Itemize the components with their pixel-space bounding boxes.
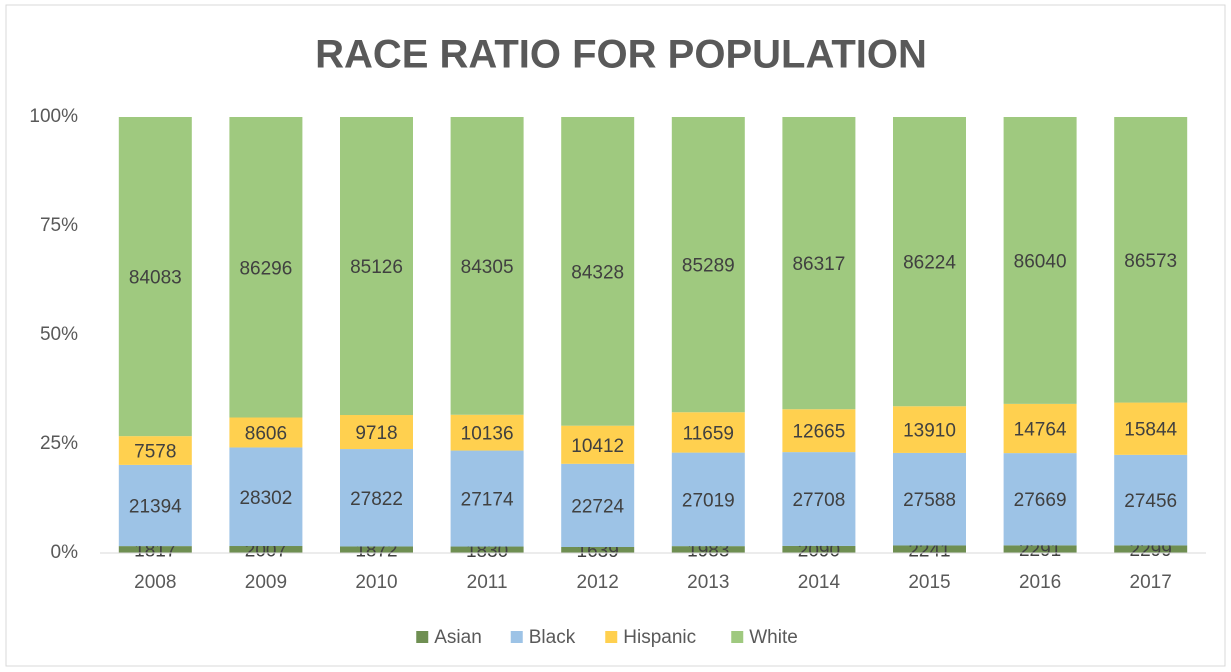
x-tick-label: 2010: [355, 572, 397, 593]
bar-segment: [782, 452, 856, 546]
legend-swatch: [510, 631, 523, 643]
data-label: 15844: [1124, 420, 1177, 441]
bar-segment: [893, 406, 966, 453]
y-tick-label: 75%: [40, 215, 78, 236]
bar-segment: [1114, 545, 1188, 553]
bar-segment: [1003, 545, 1077, 553]
x-tick-label: 2017: [1130, 572, 1172, 593]
bar-segment: [118, 117, 192, 437]
data-label: 10412: [571, 436, 624, 457]
data-label: 9718: [355, 423, 397, 444]
data-label: 28302: [239, 488, 292, 509]
bar-segment: [893, 452, 966, 546]
data-label: 27669: [1014, 490, 1067, 511]
data-label: 10136: [461, 424, 514, 445]
data-label: 27456: [1124, 491, 1177, 512]
data-label: 21394: [129, 497, 182, 518]
data-label: 27708: [792, 490, 845, 511]
y-tick-label: 0%: [51, 542, 79, 563]
data-label: 14764: [1014, 420, 1067, 441]
bar-segment: [782, 409, 856, 453]
data-label: 8606: [245, 423, 287, 444]
data-label: 27822: [350, 489, 403, 510]
legend-label: Asian: [434, 627, 482, 648]
bar-segment: [340, 546, 413, 553]
x-tick-label: 2009: [245, 572, 287, 593]
chart-title: RACE RATIO FOR POPULATION: [315, 33, 927, 77]
bar-segment: [561, 117, 635, 426]
data-label: 2241: [908, 540, 950, 561]
x-tick-label: 2008: [134, 572, 176, 593]
data-label: 13910: [903, 421, 956, 442]
bar-segment: [229, 417, 303, 448]
y-tick-label: 50%: [40, 324, 78, 345]
bar-segment: [1003, 117, 1077, 404]
data-label: 86573: [1124, 251, 1177, 272]
data-label: 86224: [903, 253, 956, 274]
data-label: 7578: [134, 442, 176, 463]
x-tick-label: 2012: [577, 572, 619, 593]
bar-segment: [671, 546, 745, 553]
data-label: 2299: [1130, 540, 1172, 561]
bar-segment: [782, 117, 856, 410]
bar-segment: [893, 545, 966, 553]
x-tick-label: 2016: [1019, 572, 1061, 593]
y-tick-label: 25%: [40, 433, 78, 454]
data-label: 27588: [903, 490, 956, 511]
data-label: 84083: [129, 268, 182, 289]
data-label: 86040: [1014, 251, 1067, 272]
legend-label: Black: [529, 627, 576, 648]
legend-swatch: [731, 631, 744, 643]
data-label: 85289: [682, 256, 735, 277]
bar-segment: [561, 463, 635, 548]
data-label: 86296: [239, 258, 292, 279]
data-label: 12665: [792, 422, 845, 443]
x-tick-label: 2014: [798, 572, 841, 593]
data-label: 27019: [682, 490, 735, 511]
data-label: 11659: [683, 423, 734, 444]
bar-segment: [229, 546, 303, 553]
bar-segment: [229, 447, 303, 547]
bar-segment: [450, 117, 524, 415]
bar-segment: [340, 117, 413, 416]
x-tick-label: 2013: [687, 572, 729, 593]
bar-segment: [340, 415, 413, 450]
data-label: 2291: [1019, 540, 1061, 561]
legend-label: Hispanic: [623, 627, 696, 648]
data-label: 86317: [792, 254, 845, 275]
bar-segment: [1114, 402, 1188, 455]
bar-segment: [1114, 454, 1188, 546]
bar-segment: [118, 436, 192, 465]
data-label: 22724: [571, 496, 624, 517]
bar-segment: [1003, 453, 1077, 546]
bar-segment: [118, 546, 192, 553]
bar-segment: [893, 117, 966, 407]
data-label: 27174: [461, 490, 514, 511]
bar-segment: [561, 547, 635, 553]
bar-segment: [450, 546, 524, 553]
x-tick-label: 2011: [467, 572, 508, 593]
bar-segment: [229, 117, 303, 418]
bar-segment: [1114, 117, 1188, 403]
data-label: 85126: [350, 257, 403, 278]
data-label: 84305: [461, 257, 514, 278]
bar-segment: [671, 412, 745, 453]
bar-segment: [561, 425, 635, 464]
bar-segment: [450, 450, 524, 547]
bar-segment: [118, 464, 192, 547]
legend-label: White: [749, 627, 798, 648]
x-tick-label: 2015: [908, 572, 950, 593]
legend-swatch: [416, 631, 429, 643]
data-label: 84328: [571, 262, 624, 283]
legend-swatch: [605, 631, 618, 643]
bar-segment: [671, 452, 745, 547]
bar-segment: [671, 117, 745, 413]
bar-segment: [450, 414, 524, 451]
bar-segment: [782, 545, 856, 553]
bar-segment: [340, 449, 413, 547]
y-tick-label: 100%: [29, 106, 78, 127]
bar-segment: [1003, 403, 1077, 454]
